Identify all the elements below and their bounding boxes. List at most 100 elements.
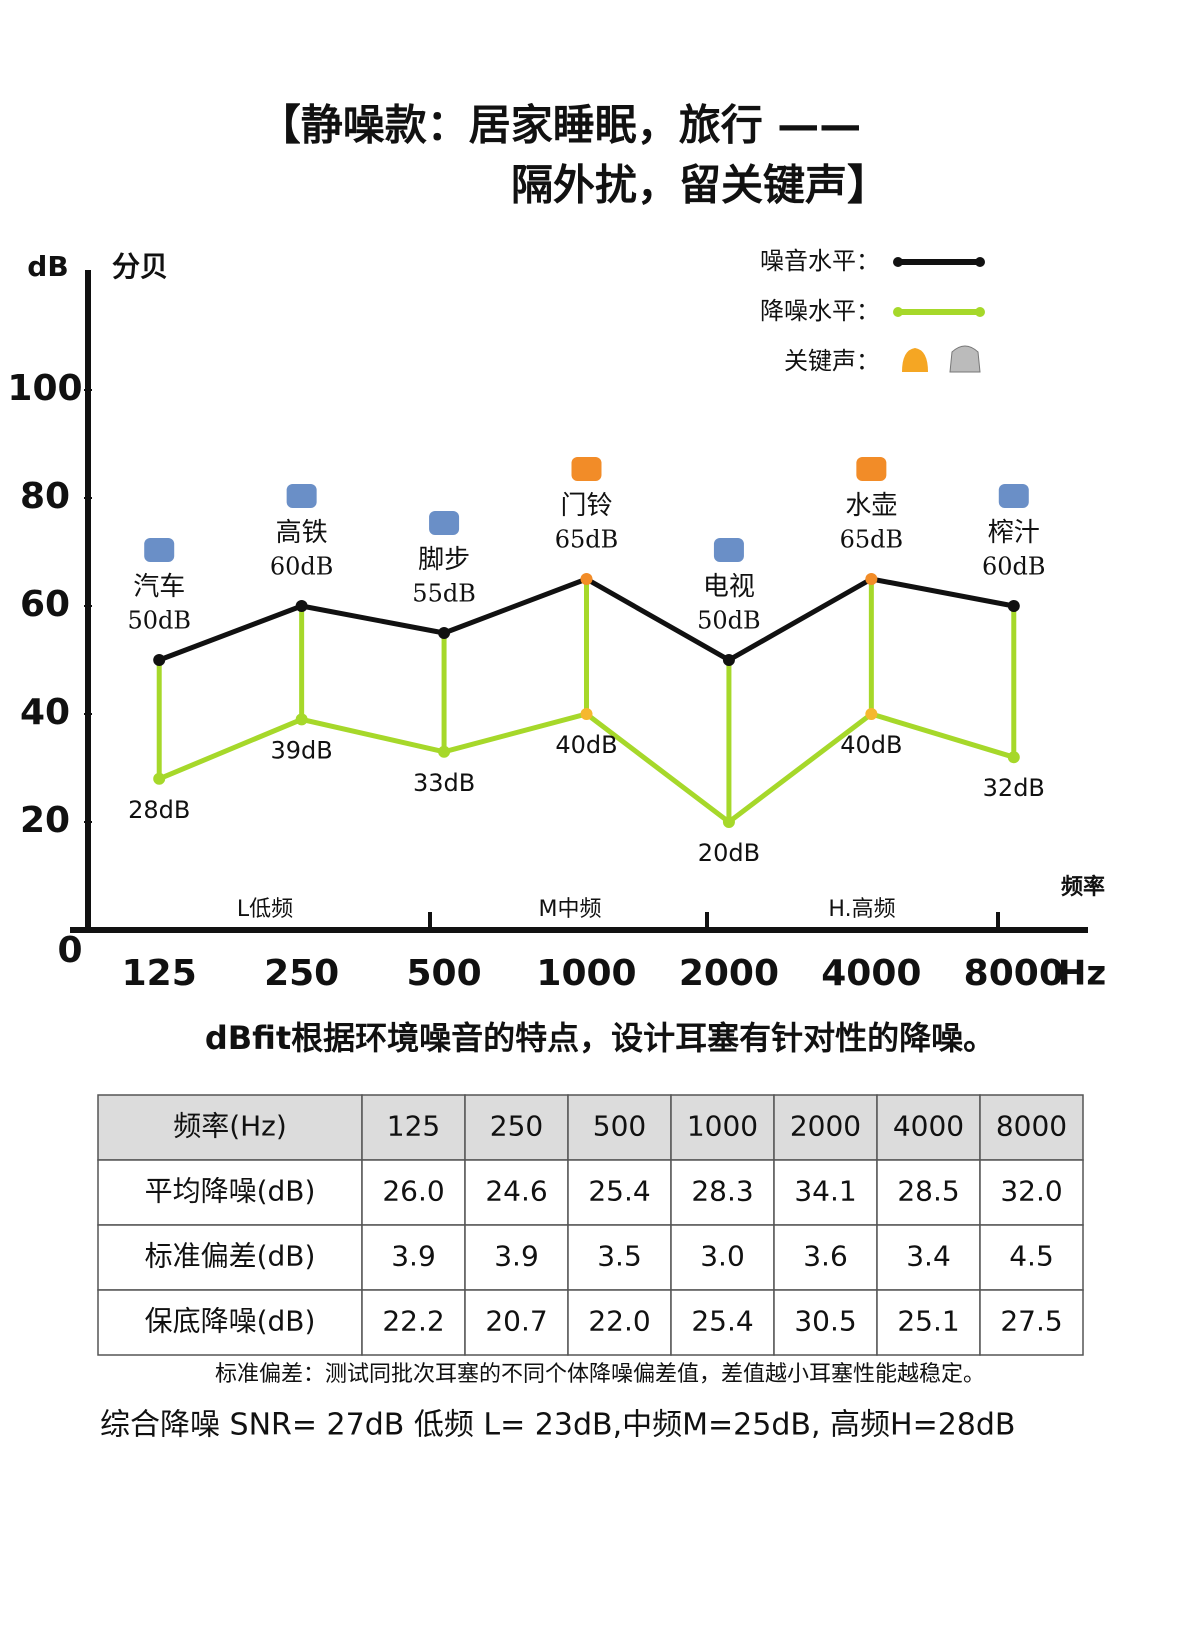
point (865, 708, 878, 720)
table-value: 3.5 (597, 1240, 642, 1273)
sound-name: 门铃 (560, 491, 612, 521)
band-label: H.高频 (828, 897, 895, 922)
table-cell (670, 1159, 775, 1226)
bell-icon (902, 348, 928, 372)
band-label: M中频 (539, 897, 602, 922)
table-value: 24.6 (485, 1175, 547, 1208)
y-tick-label: 40 (20, 692, 70, 733)
legend-dot (893, 257, 903, 267)
sound-icon (429, 511, 460, 535)
sound-name: 脚步 (418, 545, 470, 575)
title-line: 隔外扰，留关键声】 (511, 161, 889, 210)
table-cell (979, 1289, 1084, 1356)
table-cell (567, 1224, 672, 1291)
legend-dot (893, 307, 903, 317)
x-tick-label: 8000 (964, 953, 1064, 994)
point (722, 816, 735, 828)
kettle-icon (949, 345, 981, 373)
x-tick-label: 500 (406, 953, 481, 994)
table-cell (979, 1159, 1084, 1226)
y-unit: dB (27, 250, 68, 283)
x-unit: Hz (1058, 954, 1106, 994)
point (580, 708, 593, 720)
table-cell (361, 1224, 466, 1291)
point (722, 654, 735, 666)
value-label: 65dB (555, 526, 619, 554)
legend-label: 关键声： (784, 347, 880, 375)
y-tick-label: 60 (20, 584, 70, 625)
value-label: 50dB (127, 607, 191, 635)
table-value: 25.4 (588, 1175, 650, 1208)
y-tick-label: 0 (57, 930, 82, 971)
table-value: 标准偏差(dB) (145, 1240, 316, 1273)
value-label: 60dB (270, 553, 334, 581)
point (295, 600, 308, 612)
sound-name: 高铁 (276, 518, 328, 548)
y-label: 分贝 (112, 250, 168, 283)
sound-icon (286, 484, 317, 508)
table-cell (567, 1289, 672, 1356)
table-value: 27.5 (1000, 1305, 1062, 1338)
point (1007, 600, 1020, 612)
value-label: 33dB (413, 769, 475, 797)
table-cell (670, 1094, 775, 1161)
legend-label: 噪音水平： (760, 247, 880, 275)
table-header: 频率(Hz) (173, 1110, 287, 1143)
value-label: 40dB (555, 731, 617, 759)
point (580, 573, 593, 585)
table-cell (97, 1094, 363, 1161)
table-cell (876, 1159, 981, 1226)
sound-name: 水壶 (845, 491, 897, 521)
point (1007, 751, 1020, 764)
legend-label: 降噪水平： (760, 297, 880, 325)
point (438, 745, 451, 758)
table-header: 8000 (996, 1110, 1067, 1143)
table-header: 2000 (790, 1110, 861, 1143)
table-value: 20.7 (485, 1305, 547, 1338)
table-value: 3.0 (700, 1240, 745, 1273)
table-cell (464, 1224, 569, 1291)
table-cell (464, 1289, 569, 1356)
value-label: 39dB (271, 736, 333, 764)
sound-icon (571, 457, 602, 481)
table-cell (876, 1094, 981, 1161)
table-cell (670, 1289, 775, 1356)
title-line: 【静噪款：居家睡眠，旅行 —— (259, 101, 862, 150)
value-label: 50dB (697, 607, 761, 635)
value-label: 32dB (983, 774, 1045, 802)
value-label: 40dB (840, 731, 902, 759)
table-cell (97, 1224, 363, 1291)
point (295, 713, 308, 726)
sound-icon (713, 538, 744, 562)
table-value: 4.5 (1009, 1240, 1054, 1273)
sound-icon (144, 538, 175, 562)
table-value: 3.4 (906, 1240, 951, 1273)
table-value: 28.3 (691, 1175, 753, 1208)
table-value: 32.0 (1000, 1175, 1062, 1208)
table-cell (670, 1224, 775, 1291)
sound-icon (998, 484, 1029, 508)
table-value: 25.4 (691, 1305, 753, 1338)
table-value: 22.2 (382, 1305, 444, 1338)
table-cell (97, 1159, 363, 1226)
subtitle: dBfit根据环境噪音的特点，设计耳塞有针对性的降噪。 (205, 1019, 995, 1057)
value-label: 65dB (840, 526, 904, 554)
table-value: 34.1 (794, 1175, 856, 1208)
table-header: 125 (387, 1110, 440, 1143)
x-tick-label: 1000 (536, 953, 636, 994)
table-value: 30.5 (794, 1305, 856, 1338)
table-value: 3.6 (803, 1240, 848, 1273)
x-label: 频率 (1061, 874, 1105, 900)
table-value: 3.9 (391, 1240, 436, 1273)
table-header: 1000 (687, 1110, 758, 1143)
table-header: 4000 (893, 1110, 964, 1143)
sound-name: 榨汁 (988, 518, 1040, 548)
table-cell (979, 1094, 1084, 1161)
point (438, 627, 451, 639)
sound-name: 电视 (703, 572, 755, 602)
point (153, 654, 166, 666)
table-value: 26.0 (382, 1175, 444, 1208)
y-tick-label: 20 (20, 800, 70, 841)
point (153, 772, 166, 785)
